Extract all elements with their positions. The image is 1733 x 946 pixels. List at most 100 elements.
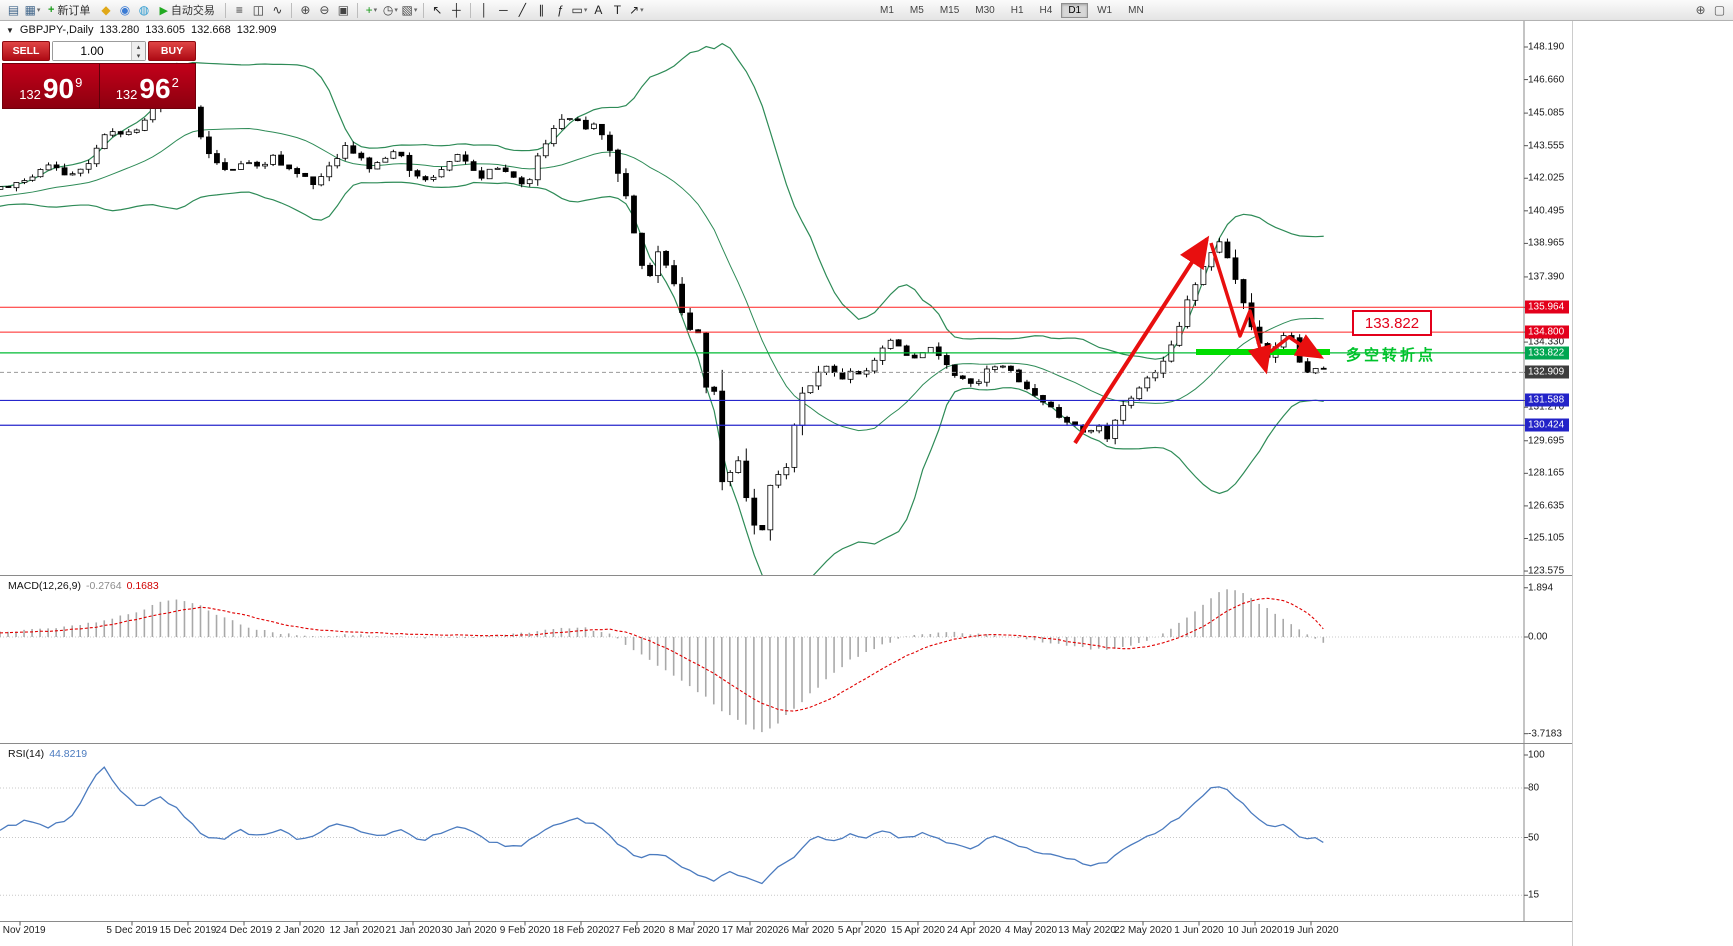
- rsi-axis-label: 100: [1528, 749, 1545, 761]
- fibonacci-icon[interactable]: ƒ: [551, 1, 570, 19]
- dropdown-arrow-icon: ▾: [394, 7, 398, 14]
- template-icon-glyph: ▧: [401, 3, 413, 17]
- channel-icon-glyph: ∥: [538, 3, 545, 17]
- price-level-callout[interactable]: 133.822: [1352, 310, 1432, 336]
- channel-icon[interactable]: ∥: [532, 1, 551, 19]
- vertical-line-icon[interactable]: │: [475, 1, 494, 19]
- candle-chart-type-icon[interactable]: ◫: [249, 1, 268, 19]
- new-chart-icon[interactable]: ▤: [4, 1, 23, 19]
- dropdown-arrow-icon: ▾: [373, 7, 378, 14]
- sell-price[interactable]: 132 90 9: [3, 64, 99, 108]
- toolbar-separator: [469, 2, 471, 18]
- toolbar: ▤ ▦ ▾ + 新订单 ◆ ◉ ◍ ▶ 自动交易 ≡ ◫ ∿ ⊕ ⊖ ▣ + ▾ ◷ ▾ ▧ ▾ ↖ ┼ │ ─ ╱ ∥ ƒ ▭ ▾ A T ↗ ▾…: [0, 0, 1733, 21]
- bar-chart-type-icon[interactable]: ≡: [230, 1, 249, 19]
- profiles-icon[interactable]: ▦ ▾: [23, 1, 42, 19]
- date-axis-label: 1 Jun 2020: [1174, 925, 1224, 936]
- horizontal-line-icon-glyph: ─: [499, 3, 508, 17]
- zoom-in-icon[interactable]: ⊕: [296, 1, 315, 19]
- turning-point-note[interactable]: 多空转折点: [1346, 347, 1437, 364]
- line-chart-type-icon[interactable]: ∿: [268, 1, 287, 19]
- rsi-axis-label: 50: [1528, 832, 1540, 843]
- dropdown-arrow-icon: ▾: [640, 7, 644, 14]
- level-lines[interactable]: [0, 306, 1524, 426]
- toolbar-separator: [290, 2, 292, 18]
- price-axis-badge: 130.424: [1525, 418, 1569, 432]
- new-order-button[interactable]: + 新订单: [42, 1, 96, 19]
- toolbar-right-icons: ⊕ ▢: [1691, 1, 1729, 19]
- timeframe-button-h1[interactable]: H1: [1010, 4, 1024, 16]
- price-axis-label: 145.085: [1528, 107, 1565, 119]
- timeframe-button-m30[interactable]: M30: [975, 4, 995, 16]
- auto-trading-button[interactable]: ▶ 自动交易: [153, 1, 220, 19]
- macd-axis-label: -3.7183: [1528, 728, 1562, 740]
- macd-indicator-label: MACD(12,26,9) -0.2764 0.1683: [8, 580, 164, 592]
- price-axis-label: 137.390: [1528, 271, 1565, 283]
- buy-price[interactable]: 132 96 2: [100, 64, 196, 108]
- rsi-name: RSI(14): [8, 748, 45, 760]
- buy-button[interactable]: BUY: [148, 41, 196, 61]
- crosshair-icon[interactable]: ┼: [447, 1, 466, 19]
- symbol-ohlc-header: ▼ GBPJPY-,Daily 133.280 133.605 132.668 132.9…: [6, 24, 283, 36]
- horizontal-line-icon[interactable]: ─: [494, 1, 513, 19]
- period-icon[interactable]: ◷ ▾: [381, 1, 400, 19]
- one-click-toggle-icon[interactable]: ▼: [6, 26, 14, 35]
- lot-increase-button[interactable]: ▴: [132, 42, 145, 51]
- price-axis-label: 126.635: [1528, 500, 1565, 512]
- arrows-icon[interactable]: ↗ ▾: [627, 1, 646, 19]
- add-indicator-icon-glyph: +: [365, 3, 373, 17]
- timeframe-button-m15[interactable]: M15: [939, 4, 960, 16]
- rsi-axis-label: 80: [1528, 782, 1540, 794]
- lot-decrease-button[interactable]: ▾: [132, 51, 145, 60]
- price-divider: [98, 64, 100, 108]
- bid-ask-display: 132 90 9 132 96 2: [2, 63, 196, 109]
- trendline-icon[interactable]: ╱: [513, 1, 532, 19]
- timeframe-button-m1[interactable]: M1: [880, 4, 894, 16]
- date-axis-label: 24 Dec 2019: [215, 925, 273, 936]
- timeframe-button-h4[interactable]: H4: [1039, 4, 1053, 16]
- template-icon[interactable]: ▧ ▾: [400, 1, 419, 19]
- metaeditor-icon[interactable]: ◆: [96, 1, 115, 19]
- date-axis-label: 2 Jan 2020: [275, 925, 325, 936]
- search-plus-icon[interactable]: ⊕: [1695, 3, 1706, 17]
- cursor-icon[interactable]: ↖: [428, 1, 447, 19]
- sell-button[interactable]: SELL: [2, 41, 50, 61]
- workspace-icon[interactable]: ▢: [1713, 3, 1726, 17]
- date-axis-label: 5 Dec 2019: [106, 925, 158, 936]
- add-indicator-icon[interactable]: + ▾: [362, 1, 381, 19]
- trend-arrows[interactable]: [1073, 235, 1325, 445]
- timeframe-button-mn[interactable]: MN: [1128, 4, 1144, 16]
- price-axis-badge: 135.964: [1525, 300, 1569, 314]
- text-icon[interactable]: A: [589, 1, 608, 19]
- new-order-button-label: 新订单: [57, 5, 91, 17]
- toolbar-left-groups: ▤ ▦ ▾ + 新订单 ◆ ◉ ◍ ▶ 自动交易 ≡ ◫ ∿ ⊕ ⊖ ▣ + ▾ ◷ ▾ ▧ ▾ ↖ ┼ │ ─ ╱ ∥ ƒ ▭ ▾ A T ↗ ▾: [0, 1, 646, 19]
- dropdown-arrow-icon: ▾: [413, 7, 418, 14]
- toolbar-separator: [356, 2, 358, 18]
- timeframe-button-w1[interactable]: W1: [1097, 4, 1113, 16]
- date-axis-label: 19 Jun 2020: [1283, 925, 1339, 936]
- price-axis-label: 148.190: [1528, 41, 1565, 53]
- date-axis-label: 9 Feb 2020: [499, 925, 551, 936]
- date-axis-label: 26 Mar 2020: [777, 925, 835, 936]
- label-icon-glyph: T: [613, 3, 622, 17]
- price-axis-badge: 131.588: [1525, 393, 1569, 407]
- timeframe-button-m5[interactable]: M5: [909, 4, 924, 16]
- rsi-axis-label: 15: [1528, 889, 1540, 901]
- signals-icon[interactable]: ◍: [134, 1, 153, 19]
- tile-windows-icon[interactable]: ▣: [334, 1, 353, 19]
- shapes-icon[interactable]: ▭ ▾: [570, 1, 589, 19]
- label-icon[interactable]: T: [608, 1, 627, 19]
- date-axis-label: 30 Jan 2020: [441, 925, 497, 936]
- lot-size-input[interactable]: [53, 42, 131, 60]
- price-axis-label: 138.965: [1528, 237, 1565, 249]
- bar-low: 132.668: [191, 24, 231, 36]
- market-watch-icon[interactable]: ◉: [115, 1, 134, 19]
- timeframe-button-d1[interactable]: D1: [1061, 2, 1089, 18]
- date-axis-label: 15 Dec 2019: [159, 925, 217, 936]
- price-axis-badge: 132.909: [1525, 365, 1569, 379]
- zoom-in-icon-glyph: ⊕: [300, 3, 311, 17]
- zoom-out-icon[interactable]: ⊖: [315, 1, 334, 19]
- symbol-name: GBPJPY-,Daily: [19, 24, 94, 36]
- shapes-icon-glyph: ▭: [571, 3, 583, 17]
